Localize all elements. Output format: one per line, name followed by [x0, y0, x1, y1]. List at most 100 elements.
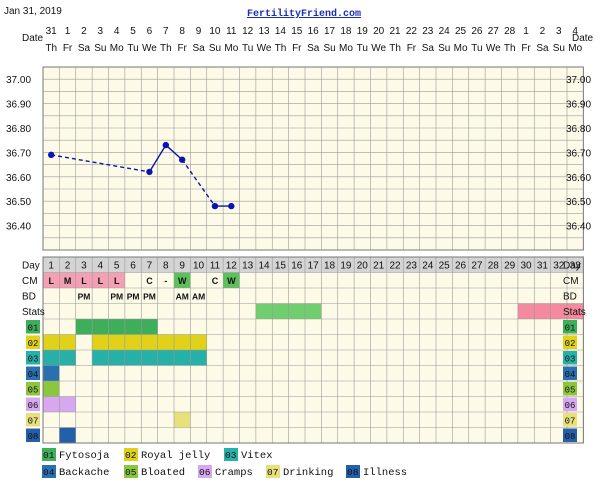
weekday-label: Su: [209, 43, 221, 54]
weekday-label: We: [486, 43, 501, 54]
day-number: 7: [147, 261, 153, 272]
weekday-label: We: [142, 43, 157, 54]
legend-label: Drinking: [283, 467, 333, 479]
site-link[interactable]: FertilityFriend.com: [247, 8, 361, 20]
bd-value: PM: [127, 292, 140, 302]
weekday-label: Sa: [307, 43, 320, 54]
legend-label: Vitex: [241, 450, 273, 462]
date-label: 26: [471, 26, 483, 37]
day-number: 22: [390, 261, 402, 272]
day-number: 2: [65, 261, 71, 272]
symptom-code: 06: [565, 401, 576, 411]
date-label: 7: [163, 26, 169, 37]
symptom-code: 02: [565, 339, 576, 349]
symptom-code: 07: [565, 417, 576, 427]
weekday-label: Sa: [78, 43, 91, 54]
date-row-label: Date: [22, 33, 44, 44]
day-number: 24: [422, 261, 434, 272]
rows-border: [42, 256, 584, 444]
date-label: 3: [556, 26, 562, 37]
legend-code: 06: [199, 467, 211, 478]
cm-value: L: [48, 276, 54, 286]
y-tick-left: 36.70: [6, 148, 31, 159]
day-number: 29: [504, 261, 516, 272]
day-number: 4: [98, 261, 104, 272]
weekday-label: Mo: [339, 43, 353, 54]
legend-swatch: [346, 465, 360, 478]
row-label-left: CM: [22, 276, 38, 287]
weekday-label: Th: [275, 43, 287, 54]
date-label: 9: [196, 26, 202, 37]
weekday-label: Su: [323, 43, 335, 54]
date-label: 19: [357, 26, 369, 37]
symptom-code-badge-right: [563, 366, 577, 380]
cm-cell: [108, 272, 125, 288]
symptom-code-badge-left: [26, 351, 40, 365]
symptom-code-badge-left: [26, 335, 40, 349]
date-label: 21: [390, 26, 402, 37]
date-label: 13: [259, 26, 271, 37]
weekday-label: Tu: [357, 43, 368, 54]
symptom-code: 01: [28, 324, 39, 334]
symptom-bar: [59, 427, 76, 443]
weekday-label: Mo: [568, 43, 582, 54]
y-tick-left: 36.90: [6, 100, 31, 111]
day-number: 20: [357, 261, 369, 272]
bd-value: PM: [78, 292, 91, 302]
day-number: 15: [275, 261, 287, 272]
day-number: 21: [373, 261, 385, 272]
y-tick-left: 36.80: [6, 124, 31, 135]
y-tick-right: 36.50: [566, 197, 591, 208]
date-label: 23: [422, 26, 434, 37]
cm-value: L: [81, 276, 87, 286]
weekday-label: Th: [504, 43, 516, 54]
temperature-point: [47, 151, 55, 159]
date-label: 27: [488, 26, 500, 37]
symptom-bar: [92, 350, 207, 366]
legend-label: Cramps: [215, 467, 253, 479]
bd-value: AM: [176, 292, 189, 302]
weekday-label: Fr: [521, 43, 531, 54]
date-label: 4: [114, 26, 120, 37]
cm-value: M: [64, 276, 72, 286]
date-label: 5: [130, 26, 136, 37]
date-label: 15: [291, 26, 303, 37]
date-label: 18: [340, 26, 352, 37]
symptom-code: 03: [28, 355, 39, 365]
bd-value: PM: [110, 292, 123, 302]
row-label-right: Day: [563, 261, 581, 272]
symptom-code-badge-left: [26, 397, 40, 411]
cm-cell: [43, 272, 60, 288]
weekday-label: Mo: [224, 43, 238, 54]
cm-value: -: [164, 276, 167, 286]
temperature-point: [146, 168, 153, 176]
symptom-code-badge-left: [26, 320, 40, 334]
weekday-label: Sa: [192, 43, 205, 54]
day-number: 28: [488, 261, 500, 272]
symptom-code-badge-left: [26, 366, 40, 380]
temperature-point: [162, 141, 170, 149]
bd-value: AM: [192, 292, 205, 302]
cm-cell: [92, 272, 109, 288]
legend-code: 04: [43, 467, 55, 478]
legend-code: 02: [125, 450, 137, 461]
weekday-label: Mo: [110, 43, 124, 54]
cm-value: L: [98, 276, 104, 286]
y-tick-right: 36.60: [566, 173, 591, 184]
row-label-right: CM: [563, 276, 579, 287]
cm-cell: [223, 272, 240, 288]
date-label: 4: [572, 26, 578, 37]
plot-area: [42, 66, 584, 251]
day-number: 3: [81, 261, 87, 272]
temperature-point: [178, 156, 186, 163]
legend-swatch: [198, 465, 212, 478]
row-label-left: Day: [22, 261, 40, 272]
symptom-code: 07: [28, 417, 39, 427]
symptom-code-badge-left: [26, 428, 40, 442]
weekday-label: Th: [45, 43, 57, 54]
date-label: 28: [504, 26, 516, 37]
symptom-code-badge-left: [26, 382, 40, 396]
cm-value: L: [114, 276, 120, 286]
day-number: 11: [210, 261, 221, 272]
symptom-code: 05: [565, 386, 576, 396]
